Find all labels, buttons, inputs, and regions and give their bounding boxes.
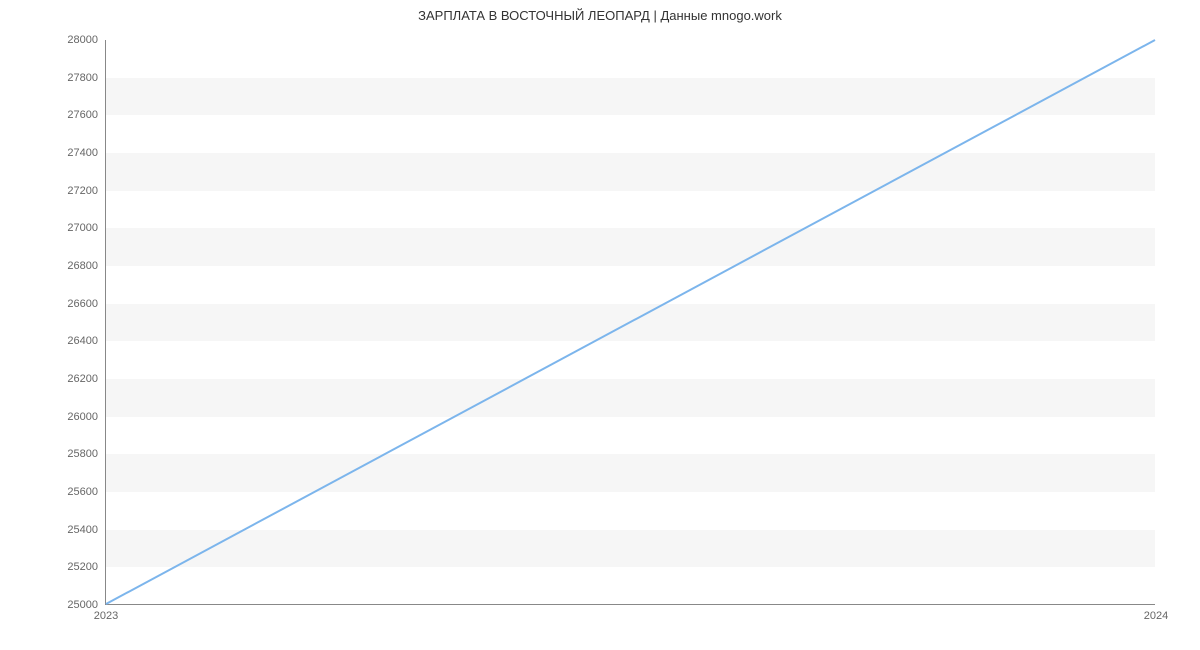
y-tick-label: 25800 [67, 448, 98, 460]
y-tick-label: 27200 [67, 185, 98, 197]
x-tick-label: 2024 [1144, 610, 1168, 622]
y-tick-label: 27800 [67, 72, 98, 84]
y-tick-label: 26400 [67, 335, 98, 347]
y-tick-label: 28000 [67, 34, 98, 46]
plot-area: 2500025200254002560025800260002620026400… [105, 40, 1155, 605]
y-tick-label: 25400 [67, 524, 98, 536]
chart-title: ЗАРПЛАТА В ВОСТОЧНЫЙ ЛЕОПАРД | Данные mn… [0, 8, 1200, 23]
y-tick-label: 26800 [67, 260, 98, 272]
y-tick-label: 26000 [67, 411, 98, 423]
y-tick-label: 25200 [67, 561, 98, 573]
y-tick-label: 27600 [67, 109, 98, 121]
series-svg [106, 40, 1155, 604]
x-tick-label: 2023 [94, 610, 118, 622]
y-tick-label: 27000 [67, 222, 98, 234]
y-tick-label: 26200 [67, 373, 98, 385]
y-tick-label: 26600 [67, 298, 98, 310]
y-tick-label: 27400 [67, 147, 98, 159]
y-tick-label: 25600 [67, 486, 98, 498]
series-line [106, 40, 1155, 604]
